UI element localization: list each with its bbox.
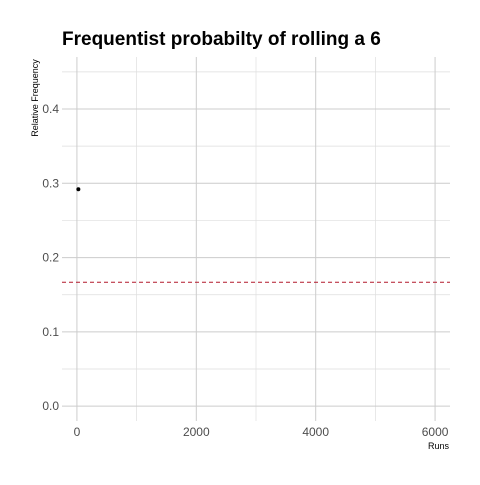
grid — [62, 57, 450, 421]
x-tick-label: 0 — [74, 425, 81, 439]
y-axis-title: Relative Frequency — [30, 59, 40, 137]
y-tick-label: 0.0 — [42, 399, 59, 413]
chart-title: Frequentist probabilty of rolling a 6 — [62, 29, 381, 50]
x-tick-label: 2000 — [183, 425, 210, 439]
x-tick-label: 4000 — [302, 425, 329, 439]
y-tick-label: 0.4 — [42, 102, 59, 116]
data-point — [76, 187, 81, 192]
x-axis-tick-labels: 0 2000 4000 6000 — [74, 425, 449, 439]
y-axis-tick-labels: 0.0 0.1 0.2 0.3 0.4 — [42, 102, 59, 413]
x-axis-title: Runs — [428, 441, 450, 451]
y-tick-label: 0.2 — [42, 251, 59, 265]
data-points — [76, 187, 81, 192]
y-tick-label: 0.1 — [42, 325, 59, 339]
x-tick-label: 6000 — [422, 425, 449, 439]
y-tick-label: 0.3 — [42, 176, 59, 190]
